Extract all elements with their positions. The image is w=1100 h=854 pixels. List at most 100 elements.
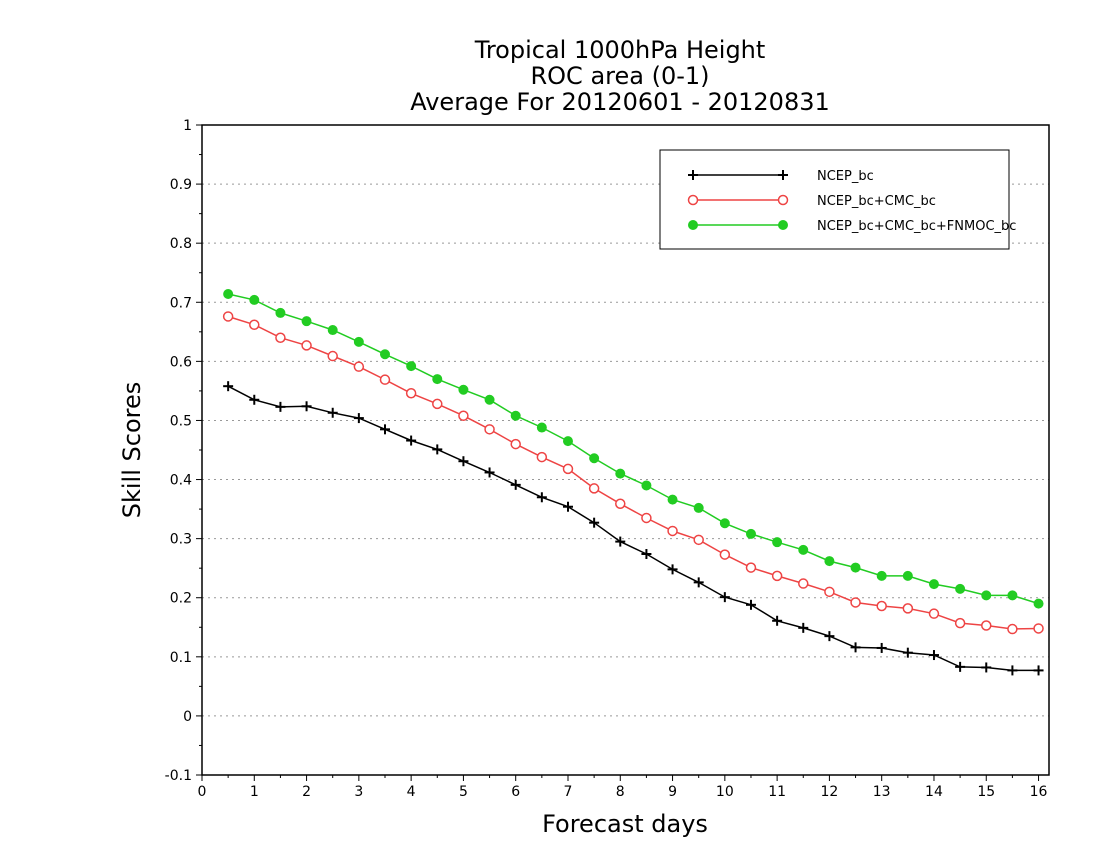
data-point bbox=[458, 384, 469, 395]
x-axis-label: Forecast days bbox=[542, 810, 708, 838]
legend-marker bbox=[687, 194, 699, 206]
legend-marker bbox=[688, 170, 698, 180]
data-point bbox=[536, 422, 547, 433]
x-tick-label: 11 bbox=[768, 784, 786, 800]
x-tick-label: 1 bbox=[250, 784, 259, 800]
data-point bbox=[379, 424, 390, 435]
data-point bbox=[772, 615, 783, 626]
data-point bbox=[379, 349, 390, 360]
y-tick-label: 0.6 bbox=[170, 354, 192, 370]
data-point bbox=[693, 502, 704, 513]
data-point bbox=[432, 444, 443, 455]
data-point bbox=[536, 492, 547, 503]
data-point bbox=[1033, 598, 1044, 609]
data-point bbox=[719, 549, 731, 560]
data-point bbox=[824, 556, 835, 567]
data-point bbox=[353, 361, 365, 372]
chart-title: Tropical 1000hPa Height ROC area (0-1) A… bbox=[410, 36, 830, 116]
legend-marker bbox=[778, 220, 788, 230]
data-point bbox=[588, 483, 600, 494]
x-tick-label: 5 bbox=[459, 784, 468, 800]
data-point bbox=[353, 336, 364, 347]
data-point bbox=[876, 642, 887, 653]
data-point bbox=[510, 479, 521, 490]
data-point bbox=[667, 494, 678, 505]
data-point bbox=[589, 517, 600, 528]
data-point bbox=[432, 398, 443, 410]
x-tick-label: 16 bbox=[1030, 784, 1048, 800]
data-point bbox=[954, 617, 966, 629]
legend: NCEP_bc NCEP_bc+CMC_bc NCEP_bc+CMC_bc+FNMO… bbox=[659, 149, 1016, 250]
data-point bbox=[667, 525, 678, 537]
data-point bbox=[719, 518, 730, 529]
y-tick-label: 0.8 bbox=[170, 236, 192, 252]
data-point bbox=[902, 647, 913, 658]
y-tick-label: 0.3 bbox=[170, 532, 192, 548]
legend-marker bbox=[688, 220, 698, 230]
data-point bbox=[693, 577, 704, 588]
data-point bbox=[798, 622, 809, 633]
data-point bbox=[432, 374, 443, 385]
title-line-3: Average For 20120601 - 20120831 bbox=[410, 88, 830, 116]
data-point bbox=[850, 562, 861, 573]
data-point bbox=[327, 407, 338, 418]
data-point bbox=[771, 570, 783, 582]
data-point bbox=[641, 480, 652, 491]
data-point bbox=[406, 435, 417, 446]
data-point bbox=[353, 413, 364, 424]
data-point bbox=[589, 453, 600, 464]
y-tick-label: 0.2 bbox=[170, 591, 192, 607]
data-point bbox=[798, 544, 809, 555]
data-point bbox=[510, 438, 521, 450]
data-point bbox=[249, 319, 260, 330]
data-point bbox=[667, 564, 678, 575]
data-point bbox=[850, 642, 861, 653]
data-point bbox=[249, 294, 260, 305]
x-tick-label: 2 bbox=[302, 784, 311, 800]
data-point bbox=[458, 410, 469, 421]
data-point bbox=[719, 592, 730, 603]
data-point bbox=[327, 350, 338, 362]
data-point bbox=[615, 468, 626, 479]
data-point bbox=[1033, 623, 1044, 634]
x-tick-label: 13 bbox=[873, 784, 891, 800]
data-point bbox=[981, 662, 992, 673]
data-point bbox=[902, 603, 914, 614]
y-tick-label: 0.4 bbox=[170, 473, 192, 489]
series-group bbox=[222, 289, 1044, 676]
data-point bbox=[223, 289, 234, 299]
y-tick-label: 0 bbox=[183, 709, 192, 725]
title-line-1: Tropical 1000hPa Height bbox=[474, 36, 766, 64]
data-point bbox=[406, 361, 417, 372]
series-line bbox=[227, 293, 1039, 605]
x-tick-label: 10 bbox=[716, 784, 734, 800]
y-tick-label: 1 bbox=[183, 118, 192, 134]
x-tick-label: 6 bbox=[511, 784, 520, 800]
legend-label: NCEP_bc+CMC_bc bbox=[817, 194, 936, 209]
y-tick-label: 0.7 bbox=[170, 295, 192, 311]
x-tick-label: 9 bbox=[668, 784, 677, 800]
data-point bbox=[928, 579, 939, 590]
legend-marker bbox=[778, 170, 788, 180]
x-tick-label: 12 bbox=[820, 784, 838, 800]
axes: -0.100.10.20.30.40.50.60.70.80.910 1 2 3 4 5 6… bbox=[165, 118, 1050, 800]
x-tick-label: 14 bbox=[925, 784, 943, 800]
data-point bbox=[772, 537, 783, 548]
data-point bbox=[223, 381, 234, 392]
data-point bbox=[536, 451, 548, 463]
data-point bbox=[301, 340, 312, 351]
data-point bbox=[249, 394, 260, 405]
data-point bbox=[745, 599, 756, 610]
data-point bbox=[615, 498, 626, 510]
data-point bbox=[824, 586, 835, 598]
data-point bbox=[562, 463, 574, 475]
data-point bbox=[693, 534, 704, 546]
data-point bbox=[222, 311, 234, 322]
x-tick-label: 4 bbox=[407, 784, 416, 800]
data-point bbox=[902, 570, 913, 581]
data-point bbox=[876, 600, 887, 612]
data-point bbox=[955, 583, 966, 594]
data-point bbox=[641, 512, 652, 524]
